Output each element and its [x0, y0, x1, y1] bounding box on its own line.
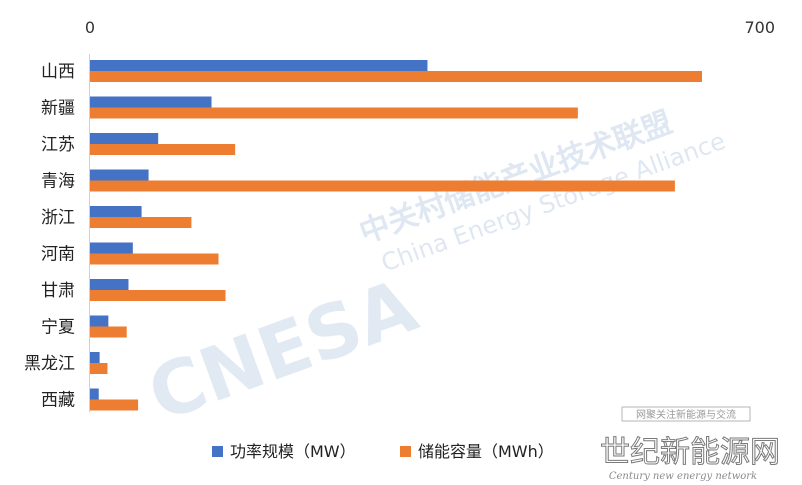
corner-title: 世纪新能源网: [600, 435, 780, 470]
watermark-logo: CNESA: [138, 263, 428, 439]
bar-power: [90, 242, 133, 254]
category-label: 河南: [41, 245, 75, 265]
bar-capacity: [90, 253, 219, 265]
category-label: 宁夏: [41, 318, 75, 338]
category-label: 黑龙江: [24, 354, 75, 374]
bar-capacity: [90, 363, 108, 374]
category-label: 浙江: [41, 208, 75, 228]
bar-power: [90, 60, 428, 71]
category-label: 甘肃: [41, 281, 75, 301]
category-label: 江苏: [41, 135, 75, 155]
category-label: 青海: [41, 172, 75, 192]
bar-capacity: [90, 144, 236, 155]
bar-capacity: [90, 399, 139, 411]
bar-power: [90, 169, 149, 181]
x-axis-ticks: 0 700: [85, 18, 775, 37]
bar-power: [90, 279, 129, 290]
bar-capacity: [90, 326, 127, 338]
legend-label-power: 功率规模（MW）: [230, 442, 356, 461]
corner-tagline-frame: [621, 406, 751, 422]
bar-capacity: [90, 290, 226, 301]
corner-tagline: 网聚关注新能源与交流: [636, 408, 736, 421]
x-tick-label: 0: [85, 18, 95, 37]
corner-subtitle: Century new energy network: [609, 471, 757, 482]
bar-power: [90, 206, 142, 217]
bar-power: [90, 388, 99, 400]
corner-logo: 网聚关注新能源与交流 世纪新能源网 Century new energy net…: [600, 406, 781, 482]
legend: 功率规模（MW） 储能容量（MWh）: [212, 442, 554, 461]
bar-capacity: [90, 217, 192, 228]
x-tick-label: 700: [744, 18, 775, 37]
bar-power: [90, 315, 109, 327]
category-label: 山西: [41, 62, 75, 82]
bar-capacity: [90, 180, 675, 192]
bar-capacity: [90, 71, 702, 82]
category-label: 新疆: [41, 99, 75, 119]
bar-capacity: [90, 107, 578, 119]
bar-power: [90, 133, 159, 144]
legend-label-capacity: 储能容量（MWh）: [418, 442, 554, 461]
category-label: 西藏: [41, 391, 75, 411]
legend-swatch-power: [212, 446, 223, 457]
bars: [90, 60, 702, 411]
legend-swatch-capacity: [400, 446, 411, 457]
bar-power: [90, 352, 100, 363]
bar-power: [90, 96, 212, 108]
